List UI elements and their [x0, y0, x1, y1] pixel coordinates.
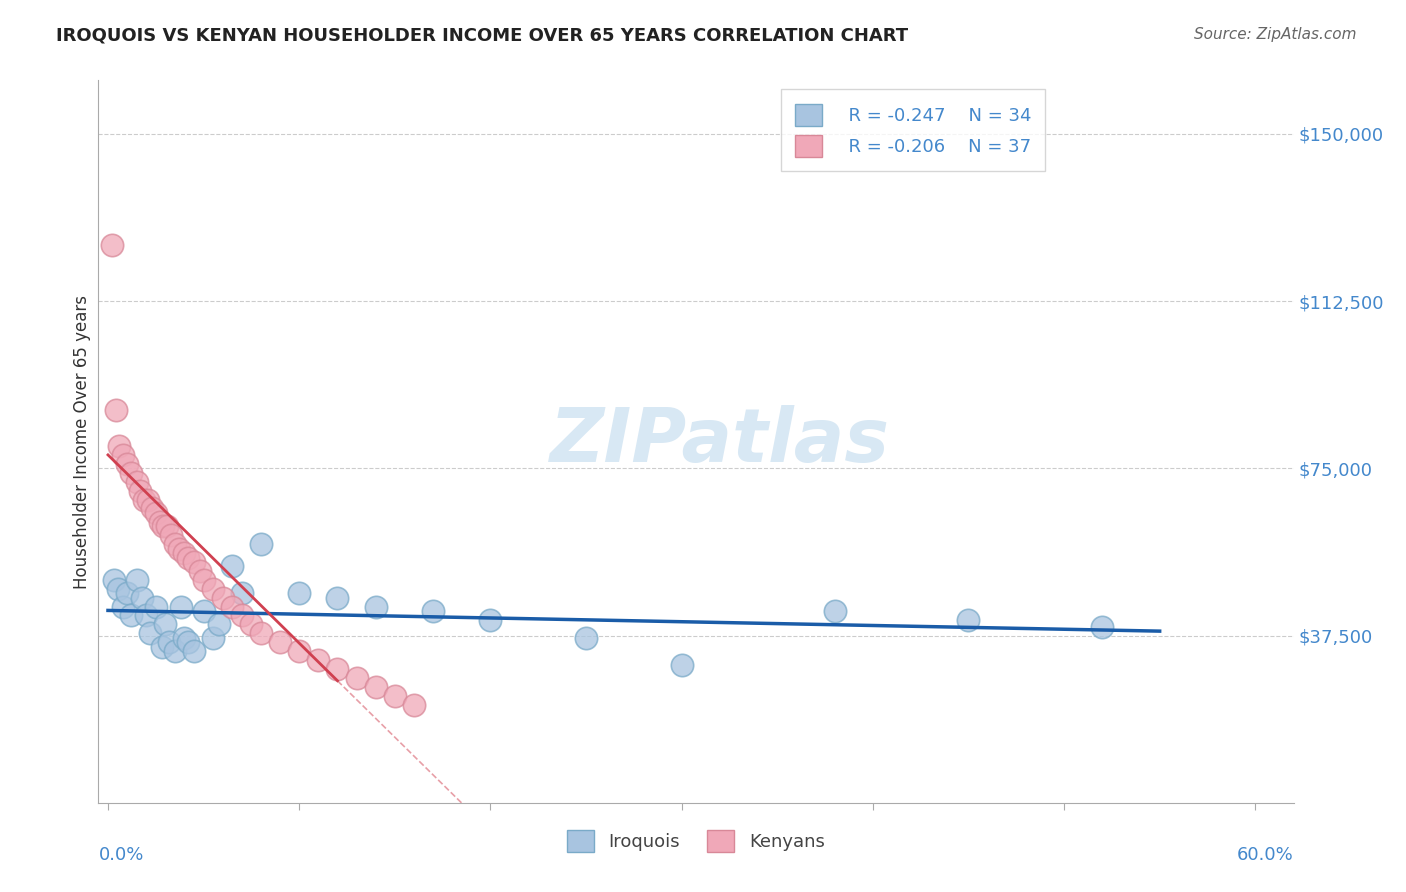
Point	[288, 586, 311, 600]
Point	[145, 599, 167, 614]
Point	[120, 608, 142, 623]
Text: 60.0%: 60.0%	[1237, 847, 1294, 864]
Point	[957, 613, 980, 627]
Point	[307, 653, 329, 667]
Point	[150, 640, 173, 654]
Point	[671, 657, 693, 672]
Point	[157, 635, 180, 649]
Point	[156, 519, 179, 533]
Point	[183, 644, 205, 658]
Point	[193, 604, 215, 618]
Point	[202, 582, 225, 596]
Point	[231, 586, 253, 600]
Point	[202, 631, 225, 645]
Point	[163, 644, 186, 658]
Text: ZIPatlas: ZIPatlas	[550, 405, 890, 478]
Point	[188, 564, 211, 578]
Point	[288, 644, 311, 658]
Point	[101, 238, 124, 252]
Point	[141, 501, 163, 516]
Point	[169, 599, 191, 614]
Point	[120, 466, 142, 480]
Point	[193, 573, 215, 587]
Point	[136, 492, 159, 507]
Point	[269, 635, 291, 649]
Point	[240, 617, 263, 632]
Point	[422, 604, 444, 618]
Point	[183, 555, 205, 569]
Point	[173, 631, 195, 645]
Text: IROQUOIS VS KENYAN HOUSEHOLDER INCOME OVER 65 YEARS CORRELATION CHART: IROQUOIS VS KENYAN HOUSEHOLDER INCOME OV…	[56, 27, 908, 45]
Point	[145, 506, 167, 520]
Point	[364, 599, 387, 614]
Point	[211, 591, 233, 605]
Point	[149, 515, 172, 529]
Point	[131, 591, 153, 605]
Text: Source: ZipAtlas.com: Source: ZipAtlas.com	[1194, 27, 1357, 42]
Point	[384, 689, 406, 703]
Point	[167, 541, 190, 556]
Point	[125, 573, 148, 587]
Point	[1091, 619, 1114, 633]
Point	[221, 559, 243, 574]
Point	[364, 680, 387, 694]
Point	[103, 573, 125, 587]
Point	[250, 626, 273, 640]
Point	[824, 604, 846, 618]
Point	[326, 662, 349, 676]
Point	[208, 617, 231, 632]
Legend: Iroquois, Kenyans: Iroquois, Kenyans	[560, 822, 832, 859]
Point	[115, 586, 138, 600]
Point	[112, 599, 135, 614]
Point	[173, 546, 195, 560]
Point	[104, 403, 127, 417]
Point	[479, 613, 502, 627]
Point	[231, 608, 253, 623]
Point	[139, 626, 162, 640]
Point	[402, 698, 425, 712]
Point	[134, 492, 156, 507]
Point	[160, 528, 183, 542]
Point	[108, 439, 131, 453]
Point	[326, 591, 349, 605]
Point	[125, 475, 148, 489]
Point	[107, 582, 129, 596]
Point	[129, 483, 152, 498]
Point	[115, 457, 138, 471]
Point	[155, 617, 177, 632]
Point	[112, 448, 135, 462]
Point	[177, 550, 200, 565]
Point	[346, 671, 368, 685]
Text: 0.0%: 0.0%	[98, 847, 143, 864]
Point	[177, 635, 200, 649]
Point	[163, 537, 186, 551]
Y-axis label: Householder Income Over 65 years: Householder Income Over 65 years	[73, 294, 91, 589]
Point	[575, 631, 598, 645]
Point	[221, 599, 243, 614]
Point	[152, 519, 174, 533]
Point	[250, 537, 273, 551]
Point	[135, 608, 157, 623]
